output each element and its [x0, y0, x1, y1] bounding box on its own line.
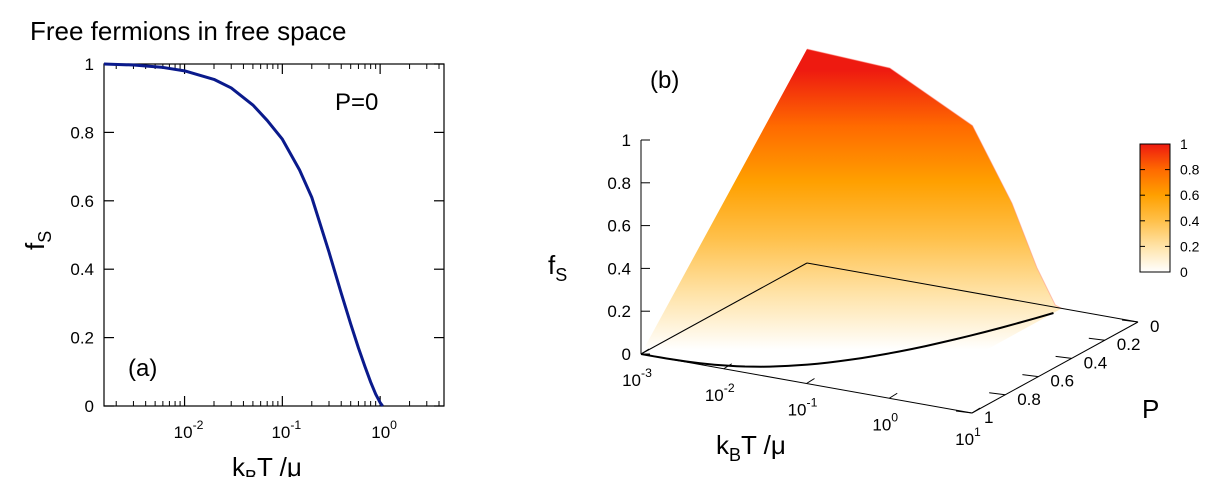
panel-b-axes — [640, 140, 1139, 414]
panel-b-x-tick-label: 10-2 — [705, 381, 735, 405]
panel-b-z-tick-label: 0.4 — [607, 259, 631, 278]
colorbar-tick-label: 0.2 — [1180, 238, 1200, 254]
panel-b-x-tick-label-base: 10 — [872, 415, 891, 434]
panel-b-x-tick-label-base: 10 — [705, 386, 724, 405]
panel-b-z-ticks: 0 0.2 0.4 0.6 0.8 1 — [607, 131, 650, 364]
panel-b-x-tick-label: 10-3 — [622, 366, 652, 390]
panel-a-x-tick-label: 10-2 — [174, 418, 204, 442]
figure-title: Free fermions in free space — [30, 16, 346, 46]
panel-a-x-tick-label-exp: -2 — [193, 418, 204, 432]
panel-b-p-tick-label: 0.2 — [1117, 335, 1141, 354]
panel-a-series-line-0 — [103, 62, 384, 407]
panel-b-p-tick — [989, 392, 1006, 396]
panel-a-y-tick-label: 0.2 — [70, 329, 94, 348]
colorbar-tick-label: 0 — [1180, 264, 1188, 280]
panel-b-x-tick-label: 10-1 — [788, 396, 818, 420]
panel-a-x-tick-label: 100 — [371, 418, 397, 442]
panel-a-annotation: P=0 — [335, 89, 378, 116]
panel-a-xlabel: kBT /μ — [232, 452, 302, 477]
panel-a-ylabel-sub: S — [35, 231, 55, 243]
colorbar-tick-label: 0.8 — [1180, 162, 1200, 178]
panel-b-x-tick-label-exp: -3 — [641, 366, 652, 380]
panel-a-x-tick-label: 10-1 — [271, 418, 301, 442]
panel-b-x-tick-label-exp: 1 — [974, 425, 981, 439]
panel-b-p-tick — [1022, 374, 1039, 378]
panel-a-xlabel-rest: T /μ — [257, 452, 302, 477]
panel-a-frame — [103, 63, 445, 407]
panel-b-p-tick — [1055, 355, 1072, 359]
panel-a-x-tick-label-base: 10 — [271, 423, 290, 442]
panel-b-p-tick-label: 0.8 — [1017, 390, 1041, 409]
panel-b-p-tick — [1121, 319, 1139, 323]
colorbar-tick-label: 0.4 — [1180, 213, 1200, 229]
panel-a-ylabel: fS — [20, 231, 55, 250]
panel-b-p-tick-label: 0 — [1150, 317, 1159, 336]
panel-b-zlabel-main: f — [548, 250, 556, 280]
panel-b-x-tick-label: 100 — [872, 410, 898, 434]
colorbar-tick-label: 0.6 — [1180, 187, 1200, 203]
panel-a-y-ticks: 0 0.2 0.4 0.6 0.8 1 — [70, 55, 444, 416]
panel-a-y-tick-label: 0.4 — [70, 260, 94, 279]
panel-b-x-tick — [640, 348, 650, 355]
colorbar-ticks: 0 0.2 0.4 0.6 0.8 1 — [1140, 136, 1200, 280]
panel-b-x-tick-label-exp: -1 — [807, 396, 818, 410]
panel-b-x-tick-label-base: 10 — [622, 371, 641, 390]
panel-b-x-tick-label-exp: -2 — [724, 381, 735, 395]
panel-b-floor-back — [806, 262, 1139, 323]
panel-b-p-tick — [955, 410, 973, 414]
panel-b-p-tick-label: 0.4 — [1084, 353, 1108, 372]
panel-a-xlabel-sub: B — [245, 467, 257, 477]
panel-b-floor-back-left — [640, 262, 808, 355]
panel-a-ylabel-main: f — [20, 242, 50, 250]
panel-a-x-tick-label-exp: 0 — [390, 418, 397, 432]
panel-b-x-tick-label: 101 — [955, 425, 981, 449]
panel-a-series — [103, 62, 384, 407]
panel-b-xlabel-rest: T /μ — [741, 430, 786, 460]
panel-a-y-tick-label: 0.6 — [70, 192, 94, 211]
panel-b-z-tick-label: 0.6 — [607, 217, 631, 236]
panel-b-z-tick-label: 0.2 — [607, 302, 631, 321]
panel-b-x-tick — [723, 363, 733, 370]
panel-b-zlabel-sub: S — [555, 265, 567, 285]
panel-a-xlabel-main: k — [232, 452, 246, 477]
panel-b-x-tick — [806, 378, 815, 384]
panel-b-base-curve — [640, 312, 1054, 368]
colorbar-tick-label: 1 — [1180, 136, 1188, 152]
panel-a-x-tick-label-exp: -1 — [290, 418, 301, 432]
panel-b-label: (b) — [650, 67, 679, 94]
panel-a-label: (a) — [128, 355, 157, 382]
panel-b-p-tick-label: 1 — [984, 408, 993, 427]
panel-a-x-tick-label-base: 10 — [371, 423, 390, 442]
panel-b-z-tick-label: 0 — [622, 345, 631, 364]
panel-b-p-ticks: 0 0.2 0.4 0.6 0.8 1 — [955, 317, 1159, 427]
panel-b-surface — [641, 49, 1062, 400]
panel-b-xlabel: kBT /μ — [716, 430, 786, 465]
panel-b-x-tick — [971, 407, 981, 414]
panel-b-xlabel-sub: B — [729, 445, 741, 465]
panel-b-x-tick-label-base: 10 — [788, 401, 807, 420]
panel-b-x-tick-label-exp: 0 — [891, 410, 898, 424]
panel-b-p-axis — [971, 321, 1139, 414]
panel-b-z-tick-label: 0.8 — [607, 174, 631, 193]
panel-b-p-tick — [1088, 337, 1105, 341]
panel-a-y-tick-label: 0 — [85, 397, 94, 416]
panel-a-y-tick-label: 1 — [85, 55, 94, 74]
panel-b-x-tick-label-base: 10 — [955, 430, 974, 449]
panel-b-zlabel: fS — [548, 250, 567, 285]
panel-a-line-chart: 10-2 10-1 100 00.20.40.60.81 P=0 (a) kBT /… — [20, 55, 445, 477]
panel-b-surface-top-edge — [806, 48, 1063, 309]
panel-b-plabel: P — [1142, 394, 1159, 424]
colorbar: 0 0.2 0.4 0.6 0.8 1 — [1139, 136, 1200, 280]
panel-b-p-tick-label: 0.6 — [1050, 372, 1074, 391]
panel-b-x-tick — [888, 392, 898, 399]
panel-b-z-tick-label: 1 — [622, 131, 631, 150]
colorbar-gradient — [1139, 143, 1171, 273]
panel-a-x-ticks: 10-2 10-1 100 — [115, 64, 440, 442]
panel-a-x-tick-label-base: 10 — [174, 423, 193, 442]
panel-b-xlabel-main: k — [716, 430, 730, 460]
panel-a-y-tick-label: 0.8 — [70, 123, 94, 142]
